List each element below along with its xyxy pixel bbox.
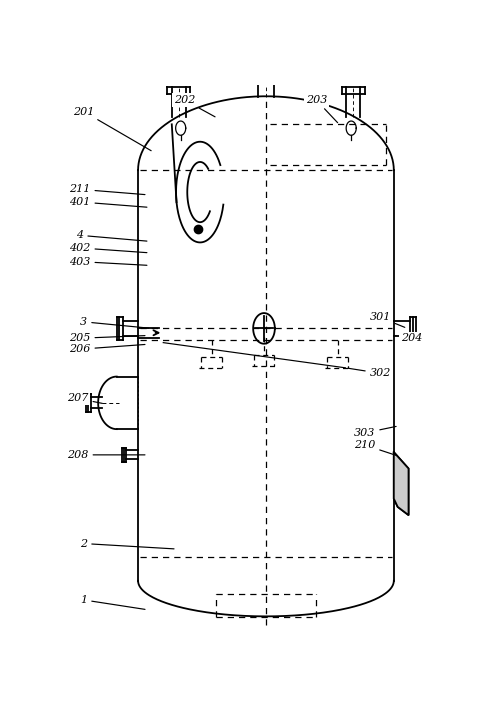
Text: 207: 207 <box>68 393 102 403</box>
Text: 2: 2 <box>80 538 174 549</box>
Text: 208: 208 <box>68 450 145 460</box>
Text: 202: 202 <box>174 95 215 117</box>
Text: 303: 303 <box>354 427 396 438</box>
Text: 210: 210 <box>354 440 397 456</box>
Text: 201: 201 <box>73 107 151 151</box>
Text: 3: 3 <box>80 317 149 328</box>
Text: 301: 301 <box>370 312 405 327</box>
Text: 203: 203 <box>306 95 338 123</box>
Text: 1: 1 <box>80 595 145 609</box>
Text: 205: 205 <box>69 333 145 343</box>
Text: 204: 204 <box>396 333 422 343</box>
Text: 302: 302 <box>348 368 391 378</box>
Text: 401: 401 <box>69 197 147 207</box>
Text: 402: 402 <box>69 243 147 253</box>
Text: 206: 206 <box>69 344 145 354</box>
Text: 211: 211 <box>69 184 145 195</box>
Polygon shape <box>394 452 408 515</box>
Text: 403: 403 <box>69 257 147 267</box>
Text: 4: 4 <box>76 230 147 241</box>
